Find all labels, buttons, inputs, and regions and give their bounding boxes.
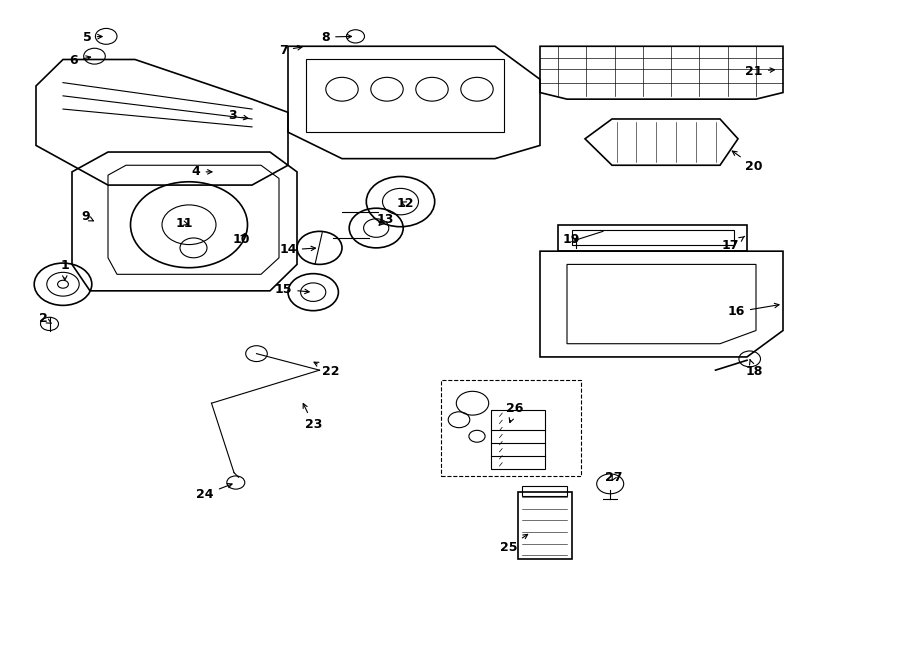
- Text: 24: 24: [196, 484, 232, 501]
- Text: 16: 16: [727, 303, 779, 319]
- Text: 14: 14: [279, 243, 316, 256]
- Text: 25: 25: [500, 534, 527, 554]
- Bar: [491, 410, 544, 469]
- Bar: [518, 492, 572, 559]
- Text: 4: 4: [192, 165, 212, 178]
- Text: 23: 23: [303, 403, 322, 431]
- Bar: [572, 230, 734, 245]
- Text: 13: 13: [376, 213, 394, 226]
- Text: 18: 18: [745, 360, 763, 378]
- Text: 6: 6: [69, 54, 91, 67]
- Text: 21: 21: [745, 65, 775, 78]
- Bar: [522, 486, 567, 496]
- Text: 15: 15: [274, 283, 310, 296]
- Bar: [441, 380, 580, 476]
- Text: 22: 22: [314, 362, 340, 378]
- Text: 1: 1: [60, 259, 69, 280]
- Text: 7: 7: [279, 44, 302, 57]
- Text: 27: 27: [605, 471, 623, 484]
- Text: 3: 3: [228, 109, 248, 122]
- Text: 11: 11: [176, 217, 194, 230]
- Bar: [306, 59, 504, 132]
- Text: 12: 12: [396, 197, 414, 210]
- Text: 20: 20: [733, 151, 763, 173]
- Text: 8: 8: [321, 30, 352, 44]
- Text: 19: 19: [562, 233, 580, 246]
- Text: 17: 17: [722, 237, 744, 253]
- Text: 10: 10: [232, 233, 250, 246]
- Text: 9: 9: [81, 210, 94, 223]
- Text: 2: 2: [39, 312, 51, 325]
- Text: 5: 5: [83, 30, 103, 44]
- Text: 26: 26: [506, 402, 524, 422]
